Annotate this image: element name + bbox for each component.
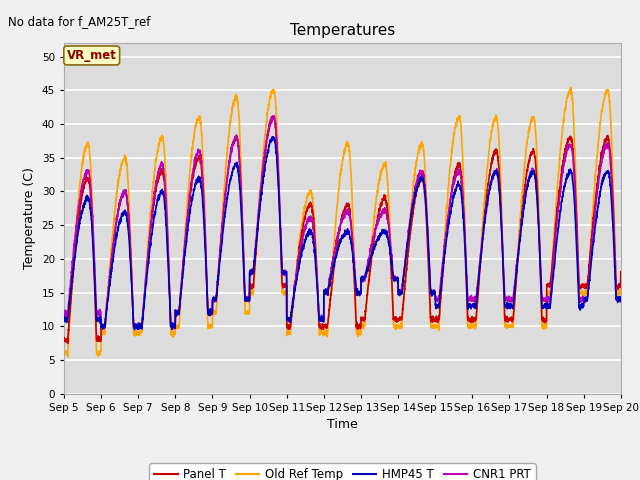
Old Ref Temp [617,270,625,276]
HMP45 T [547,302,554,308]
X-axis label: Time: Time [327,418,358,431]
Line: Old Ref Temp: Old Ref Temp [64,87,621,357]
Panel T [298,230,306,236]
CNR1 PRT [124,204,132,209]
Line: Panel T: Panel T [64,116,621,344]
Panel T [157,169,164,175]
Old Ref Temp [606,106,614,112]
Old Ref Temp [567,84,575,90]
Old Ref Temp [124,175,132,180]
HMP45 T [157,189,164,195]
CNR1 PRT [298,239,306,245]
CNR1 PRT [617,296,625,302]
CNR1 PRT [547,300,554,305]
Old Ref Temp [298,222,306,228]
Old Ref Temp [546,292,554,298]
Panel T [617,269,625,275]
HMP45 T [60,314,68,320]
Old Ref Temp [157,137,164,143]
CNR1 PRT [60,308,68,314]
CNR1 PRT [157,162,164,168]
Panel T [606,150,614,156]
HMP45 T [124,220,131,226]
Panel T [547,284,554,289]
HMP45 T [298,244,306,250]
Panel T [124,203,132,209]
HMP45 T [606,182,614,188]
HMP45 T [131,327,138,333]
Old Ref Temp [274,144,282,149]
Y-axis label: Temperature (C): Temperature (C) [23,168,36,269]
Line: HMP45 T: HMP45 T [64,137,621,330]
Old Ref Temp [60,348,68,354]
Line: CNR1 PRT: CNR1 PRT [64,116,621,329]
Text: No data for f_AM25T_ref: No data for f_AM25T_ref [8,15,150,28]
Panel T [64,341,72,347]
Panel T [60,335,68,340]
CNR1 PRT [606,156,614,162]
CNR1 PRT [271,113,278,119]
Text: VR_met: VR_met [67,49,116,62]
HMP45 T [268,134,276,140]
Panel T [274,166,282,171]
Title: Temperatures: Temperatures [290,23,395,38]
Legend: Panel T, Old Ref Temp, HMP45 T, CNR1 PRT: Panel T, Old Ref Temp, HMP45 T, CNR1 PRT [149,463,536,480]
CNR1 PRT [99,326,106,332]
Panel T [269,113,276,119]
HMP45 T [274,174,282,180]
Old Ref Temp [64,354,72,360]
CNR1 PRT [274,159,282,165]
HMP45 T [617,296,625,301]
